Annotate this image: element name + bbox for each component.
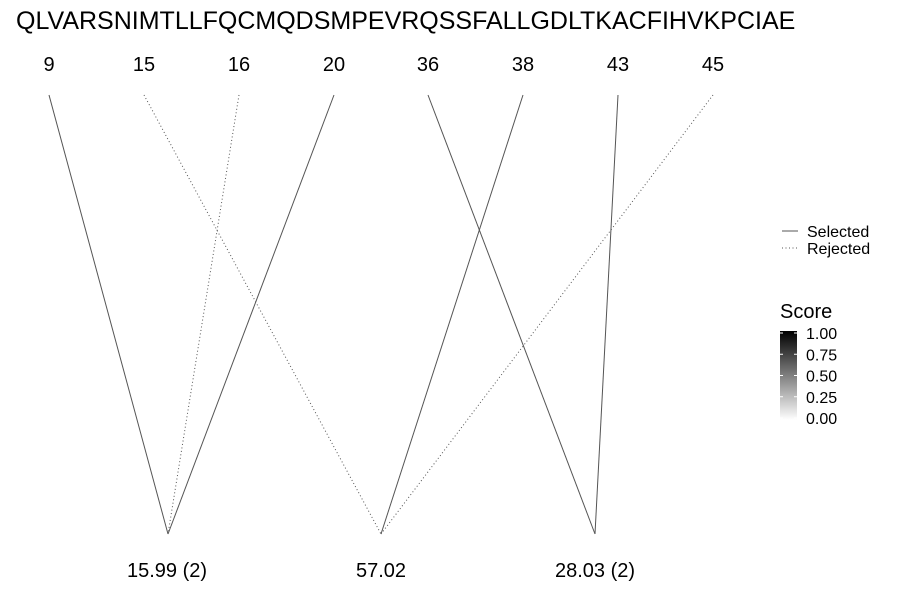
score-tick-label: 0.25: [806, 390, 837, 407]
selected-link-line: [427, 94, 596, 535]
selected-link-line: [48, 94, 169, 535]
score-legend-title: Score: [780, 301, 832, 323]
position-labels: 9 15 16 20 36 38 43 45: [43, 54, 724, 76]
score-legend: Score 1.00 0.75 0.50 0.25 0.00: [780, 301, 837, 428]
position-label: 15: [133, 54, 155, 76]
score-colorbar: [780, 331, 797, 420]
score-tick-label: 0.00: [806, 411, 837, 428]
score-tick-label: 1.00: [806, 326, 837, 343]
linetype-legend: Selected Rejected: [782, 224, 870, 258]
position-label: 38: [512, 54, 534, 76]
rejected-link-line: [380, 94, 714, 535]
selected-link-line: [167, 94, 335, 535]
score-tick-label: 0.50: [806, 369, 837, 386]
legend-selected-label: Selected: [807, 224, 869, 241]
position-label: 43: [607, 54, 629, 76]
link-lines: [48, 94, 714, 535]
group-label: 15.99 (2): [127, 560, 207, 582]
position-label: 45: [702, 54, 724, 76]
rejected-link-line: [167, 94, 240, 535]
peptide-sequence: QLVARSNIMTLLFQCMQDSMPEVRQSSFALLGDLTKACFI…: [16, 7, 795, 35]
group-label: 28.03 (2): [555, 560, 635, 582]
position-label: 20: [323, 54, 345, 76]
rejected-link-line: [143, 94, 382, 535]
score-tick-label: 0.75: [806, 347, 837, 364]
selected-link-line: [594, 94, 619, 535]
position-label: 36: [417, 54, 439, 76]
position-label: 16: [228, 54, 250, 76]
position-label: 9: [43, 54, 54, 76]
score-ticks: 1.00 0.75 0.50 0.25 0.00: [780, 326, 837, 428]
group-label: 57.02: [356, 560, 406, 582]
legend-rejected-label: Rejected: [807, 241, 870, 258]
selected-link-line: [380, 94, 524, 535]
group-labels: 15.99 (2) 57.02 28.03 (2): [127, 560, 635, 582]
